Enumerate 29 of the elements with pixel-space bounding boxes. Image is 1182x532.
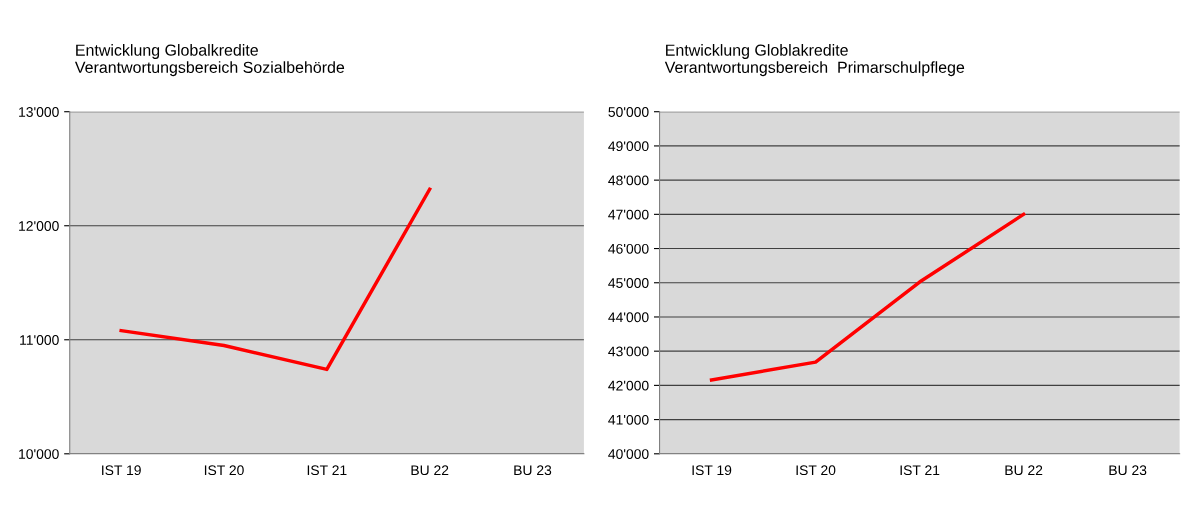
- y-tick-label: 47'000: [608, 209, 649, 220]
- x-tick-label: IST 20: [204, 465, 244, 476]
- y-tick-label: 48'000: [608, 175, 649, 186]
- y-tick-label: 11'000: [20, 335, 59, 345]
- y-tick-label: 12'000: [19, 221, 59, 231]
- y-tick-label: 42'000: [608, 380, 649, 391]
- y-tick-label: 13'000: [19, 107, 59, 117]
- y-tick-label: 44'000: [608, 312, 649, 323]
- x-tick-label: IST 19: [692, 465, 732, 476]
- y-tick-label: 49'000: [608, 141, 649, 152]
- y-tick-label: 46'000: [608, 243, 649, 254]
- x-tick-label: BU 23: [514, 465, 552, 476]
- x-tick-label: BU 23: [1109, 465, 1147, 476]
- line-series: [119, 187, 432, 372]
- y-tick-label: 45'000: [608, 278, 649, 288]
- x-tick-label: BU 22: [411, 465, 449, 476]
- x-tick-label: IST 19: [102, 465, 141, 476]
- x-tick-label: IST 20: [796, 465, 836, 476]
- y-tick-label: 40'000: [608, 449, 649, 459]
- y-tick-label: 41'000: [608, 414, 649, 425]
- chart-title: Entwicklung Globlakredite Verantwortungsbereich Primarschulpflege: [664, 44, 965, 77]
- line-series: [709, 212, 1026, 382]
- y-tick-label: 10'000: [19, 449, 59, 459]
- x-tick-label: IST 21: [307, 465, 347, 476]
- y-tick-label: 50'000: [608, 107, 649, 117]
- chart-title: Entwicklung Globalkredite Verantwortungsbereich Sozialbehörde: [74, 44, 345, 77]
- x-tick-label: BU 22: [1005, 465, 1043, 476]
- x-tick-label: IST 21: [900, 465, 940, 476]
- y-tick-label: 43'000: [608, 346, 649, 357]
